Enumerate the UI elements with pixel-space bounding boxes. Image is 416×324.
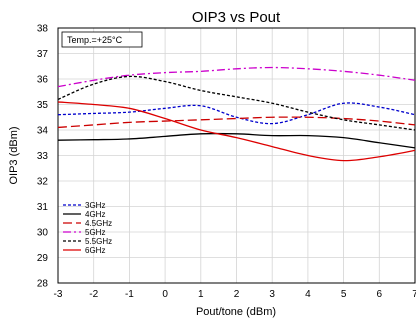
series-line-6ghz <box>57 101 416 162</box>
series-line-4ghz <box>57 132 416 149</box>
y-tick-label: 30 <box>37 228 49 239</box>
y-tick-label: 28 <box>37 279 49 290</box>
y-tick-label: 33 <box>37 151 49 162</box>
legend-label: 5.5GHz <box>85 237 112 246</box>
x-tick-label: 0 <box>162 289 168 300</box>
y-tick-label: 35 <box>37 100 49 111</box>
series-layer <box>57 66 416 162</box>
x-tick-label: -3 <box>54 289 63 300</box>
legend-label: 6GHz <box>85 246 105 255</box>
y-tick-label: 38 <box>37 24 49 35</box>
temperature-annotation: Temp.=+25°C <box>67 35 123 45</box>
plot-frame <box>57 27 416 284</box>
annotation-box <box>61 31 143 48</box>
x-axis-label: Pout/tone (dBm) <box>196 306 276 318</box>
series-line-3ghz <box>57 102 416 125</box>
y-tick-label: 31 <box>37 202 49 213</box>
x-tick-label: -2 <box>89 289 98 300</box>
y-tick-label: 34 <box>37 126 49 137</box>
legend-label: 5GHz <box>85 228 105 237</box>
chart-title: OIP3 vs Pout <box>192 9 281 26</box>
y-axis-label: OIP3 (dBm) <box>8 126 20 184</box>
y-tick-label: 37 <box>37 49 49 60</box>
x-tick-label: 5 <box>341 289 347 300</box>
x-tick-label: -1 <box>125 289 134 300</box>
y-tick-label: 36 <box>37 75 49 86</box>
x-tick-label: 6 <box>377 289 383 300</box>
x-tick-label: 1 <box>198 289 204 300</box>
x-tick-label: 2 <box>234 289 240 300</box>
x-tick-label: 3 <box>269 289 275 300</box>
x-tick-label: 7 <box>412 289 416 300</box>
y-tick-label: 29 <box>37 253 49 264</box>
legend-label: 4.5GHz <box>85 219 112 228</box>
legend-label: 3GHz <box>85 201 105 210</box>
y-tick-label: 32 <box>37 177 49 188</box>
x-tick-label: 4 <box>305 289 311 300</box>
series-line-5ghz <box>57 66 416 88</box>
legend-label: 4GHz <box>85 210 105 219</box>
